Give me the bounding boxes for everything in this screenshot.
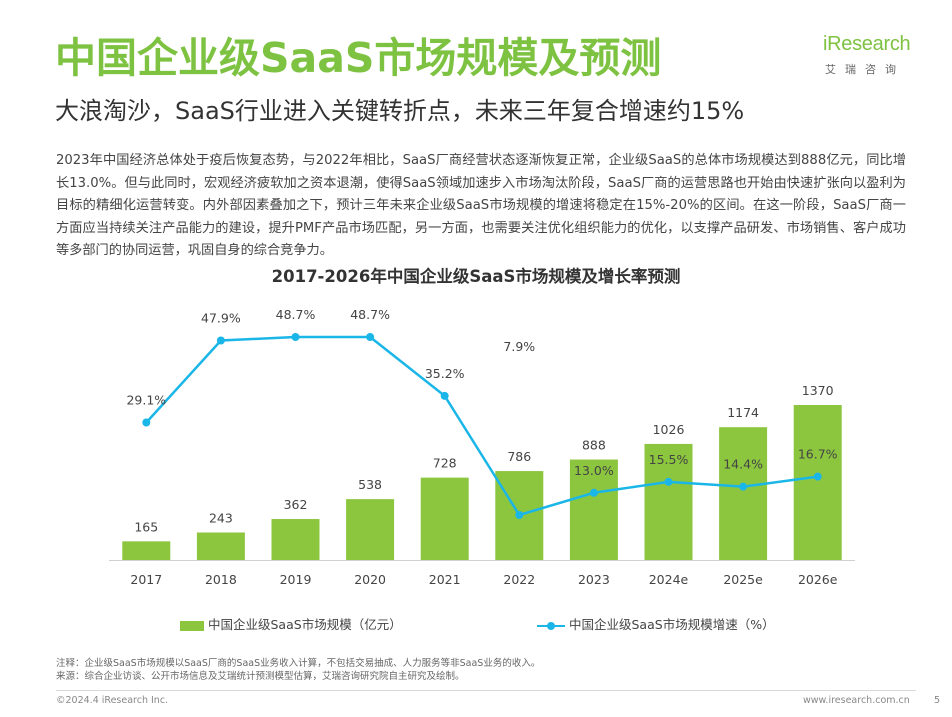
growth-label-2020: 48.7% (350, 307, 390, 322)
legend-line-label: 中国企业级SaaS市场规模增速（%） (569, 617, 775, 632)
legend-bar-swatch (180, 620, 204, 631)
growth-label-2019: 48.7% (276, 307, 316, 322)
growth-point-2024e (664, 477, 673, 486)
growth-label-2024e: 15.5% (649, 452, 689, 467)
x-tick-label-2024e: 2024e (649, 572, 689, 587)
bar-2023 (569, 459, 618, 560)
footer-url: www.iresearch.com.cn (803, 695, 910, 706)
legend-item-line: 中国企业级SaaS市场规模增速（%） (537, 617, 775, 634)
bar-2021 (420, 477, 469, 560)
growth-point-2021 (440, 391, 449, 400)
growth-label-2025e: 14.4% (723, 457, 763, 472)
bar-2026e (793, 405, 842, 560)
growth-label-2018: 47.9% (201, 310, 241, 325)
chart-note: 注释：企业级SaaS市场规模以SaaS厂商的SaaS业务收入计算，不包括交易抽成… (56, 658, 541, 669)
logo-wordmark: iResearch (823, 33, 911, 55)
chart-title: 2017-2026年中国企业级SaaS市场规模及增长率预测 (271, 267, 681, 286)
growth-point-2022 (515, 511, 524, 519)
bar-value-label-2025e: 1174 (727, 405, 759, 420)
growth-point-2017 (142, 418, 151, 427)
summary-paragraph: 2023年中国经济总体处于疫后恢复态势，与2022年相比，SaaS厂商经营状态逐… (56, 153, 906, 258)
x-tick-label-2018: 2018 (205, 572, 237, 587)
bar-2018 (196, 532, 245, 560)
x-tick-label-2019: 2019 (280, 572, 312, 587)
bar-value-label-2026e: 1370 (802, 383, 834, 398)
growth-label-2017: 29.1% (126, 393, 166, 408)
legend-item-bar: 中国企业级SaaS市场规模（亿元） (180, 617, 402, 633)
growth-label-2021: 35.2% (425, 366, 465, 381)
iresearch-logo: iResearch 艾瑞咨询 (815, 34, 927, 84)
bar-value-label-2018: 243 (209, 511, 233, 526)
footer-divider (56, 690, 916, 691)
bar-value-label-2021: 728 (433, 456, 457, 471)
growth-point-2025e (739, 482, 748, 491)
x-tick-label-2021: 2021 (429, 572, 461, 587)
bar-2019 (271, 519, 320, 560)
legend-line-swatch (537, 618, 565, 634)
bar-2020 (346, 499, 395, 560)
growth-point-2026e (813, 472, 822, 481)
logo-chinese-name: 艾瑞咨询 (825, 63, 905, 76)
growth-label-2026e: 16.7% (798, 447, 838, 462)
page-title: 中国企业级SaaS市场规模及预测 (55, 34, 662, 82)
growth-point-2019 (291, 333, 300, 341)
bar-value-label-2017: 165 (134, 519, 158, 534)
bar-2025e (719, 427, 768, 560)
bar-value-label-2022: 786 (507, 449, 531, 464)
bar-2024e (644, 443, 693, 560)
x-tick-label-2023: 2023 (578, 572, 610, 587)
chart-source: 来源：综合企业访谈、公开市场信息及艾瑞统计预测模型估算，艾瑞咨询研究院自主研究及… (56, 671, 465, 682)
growth-point-2023 (589, 488, 598, 497)
x-tick-label-2020: 2020 (354, 572, 386, 587)
growth-line (145, 335, 818, 517)
page-subtitle: 大浪淘沙，SaaS行业进入关键转折点，未来三年复合增速约15% (55, 97, 745, 125)
page-number: 5 (934, 695, 941, 706)
growth-point-2020 (366, 333, 375, 341)
bar-value-label-2019: 362 (284, 497, 308, 512)
footer-copyright: ©2024.4 iResearch Inc. (56, 695, 169, 706)
bar-value-label-2020: 538 (358, 477, 382, 492)
x-tick-label-2026e: 2026e (798, 572, 838, 587)
x-tick-label-2017: 2017 (130, 572, 162, 587)
bar-2017 (122, 541, 171, 560)
x-tick-label-2022: 2022 (503, 572, 535, 587)
legend-bar-label: 中国企业级SaaS市场规模（亿元） (208, 617, 402, 632)
growth-label-2022: 7.9% (503, 339, 535, 354)
bar-value-label-2024e: 1026 (653, 422, 685, 437)
x-tick-label-2025e: 2025e (723, 572, 763, 587)
growth-point-2018 (216, 336, 225, 345)
bar-value-label-2023: 888 (582, 438, 606, 453)
growth-label-2023: 13.0% (574, 463, 614, 478)
